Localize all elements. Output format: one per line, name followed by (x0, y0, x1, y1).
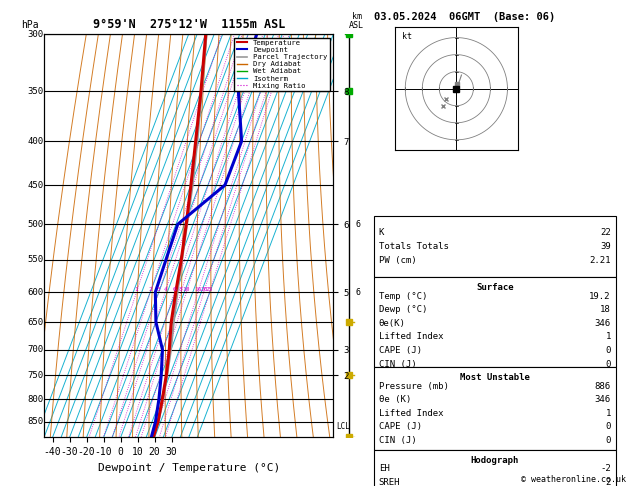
Text: hPa: hPa (21, 20, 38, 30)
Text: 2.21: 2.21 (589, 256, 611, 265)
Text: 450: 450 (27, 181, 43, 190)
Text: PW (cm): PW (cm) (379, 256, 416, 265)
Text: 886: 886 (594, 382, 611, 391)
Text: 6: 6 (172, 287, 176, 292)
Text: Surface: Surface (476, 283, 513, 293)
Text: 400: 400 (27, 137, 43, 146)
Text: CAPE (J): CAPE (J) (379, 422, 421, 432)
Text: 16: 16 (194, 287, 202, 292)
Text: LCL: LCL (337, 422, 350, 431)
Text: 0: 0 (605, 346, 611, 355)
Text: 18: 18 (600, 305, 611, 314)
Text: EH: EH (379, 464, 389, 473)
Text: 500: 500 (27, 220, 43, 229)
Text: 346: 346 (594, 319, 611, 328)
Text: 346: 346 (594, 395, 611, 404)
Text: 8: 8 (179, 287, 183, 292)
Text: 750: 750 (27, 371, 43, 380)
Text: 3: 3 (157, 287, 160, 292)
Text: Pressure (mb): Pressure (mb) (379, 382, 448, 391)
Text: 6: 6 (355, 220, 360, 229)
Text: 19.2: 19.2 (589, 292, 611, 301)
Text: 1: 1 (605, 332, 611, 342)
Text: Temp (°C): Temp (°C) (379, 292, 427, 301)
Text: 350: 350 (27, 87, 43, 96)
Text: Dewp (°C): Dewp (°C) (379, 305, 427, 314)
Text: 6: 6 (355, 288, 360, 297)
Text: 4: 4 (163, 287, 167, 292)
Text: 800: 800 (27, 395, 43, 404)
Text: CAPE (J): CAPE (J) (379, 346, 421, 355)
Text: K: K (379, 228, 384, 238)
Text: SREH: SREH (379, 478, 400, 486)
Text: 25: 25 (206, 287, 213, 292)
Text: 1: 1 (605, 409, 611, 418)
Text: 0: 0 (605, 422, 611, 432)
Text: Hodograph: Hodograph (470, 456, 519, 465)
Text: 20: 20 (200, 287, 208, 292)
Text: Most Unstable: Most Unstable (460, 373, 530, 382)
Text: 300: 300 (27, 30, 43, 38)
Text: 0: 0 (605, 436, 611, 445)
Text: 39: 39 (600, 242, 611, 251)
Text: 1: 1 (135, 287, 138, 292)
Text: 10: 10 (182, 287, 190, 292)
Text: 0: 0 (605, 360, 611, 369)
Text: θe(K): θe(K) (379, 319, 406, 328)
Text: -2: -2 (600, 464, 611, 473)
Text: kt: kt (402, 32, 412, 41)
Text: CIN (J): CIN (J) (379, 436, 416, 445)
Title: 9°59'N  275°12'W  1155m ASL: 9°59'N 275°12'W 1155m ASL (92, 18, 285, 32)
Text: 03.05.2024  06GMT  (Base: 06): 03.05.2024 06GMT (Base: 06) (374, 12, 555, 22)
Text: 850: 850 (27, 417, 43, 426)
Text: 600: 600 (27, 288, 43, 297)
Text: 2: 2 (148, 287, 152, 292)
Text: Totals Totals: Totals Totals (379, 242, 448, 251)
Text: Lifted Index: Lifted Index (379, 409, 443, 418)
Text: 550: 550 (27, 255, 43, 264)
Text: © weatheronline.co.uk: © weatheronline.co.uk (521, 474, 626, 484)
Text: CIN (J): CIN (J) (379, 360, 416, 369)
Legend: Temperature, Dewpoint, Parcel Trajectory, Dry Adiabat, Wet Adiabat, Isotherm, Mi: Temperature, Dewpoint, Parcel Trajectory… (235, 37, 330, 91)
Text: 650: 650 (27, 317, 43, 327)
Text: θe (K): θe (K) (379, 395, 411, 404)
X-axis label: Dewpoint / Temperature (°C): Dewpoint / Temperature (°C) (97, 463, 280, 473)
Text: 22: 22 (600, 228, 611, 238)
Text: 2: 2 (605, 478, 611, 486)
Text: 700: 700 (27, 345, 43, 354)
Text: Lifted Index: Lifted Index (379, 332, 443, 342)
Text: km
ASL: km ASL (349, 12, 364, 30)
